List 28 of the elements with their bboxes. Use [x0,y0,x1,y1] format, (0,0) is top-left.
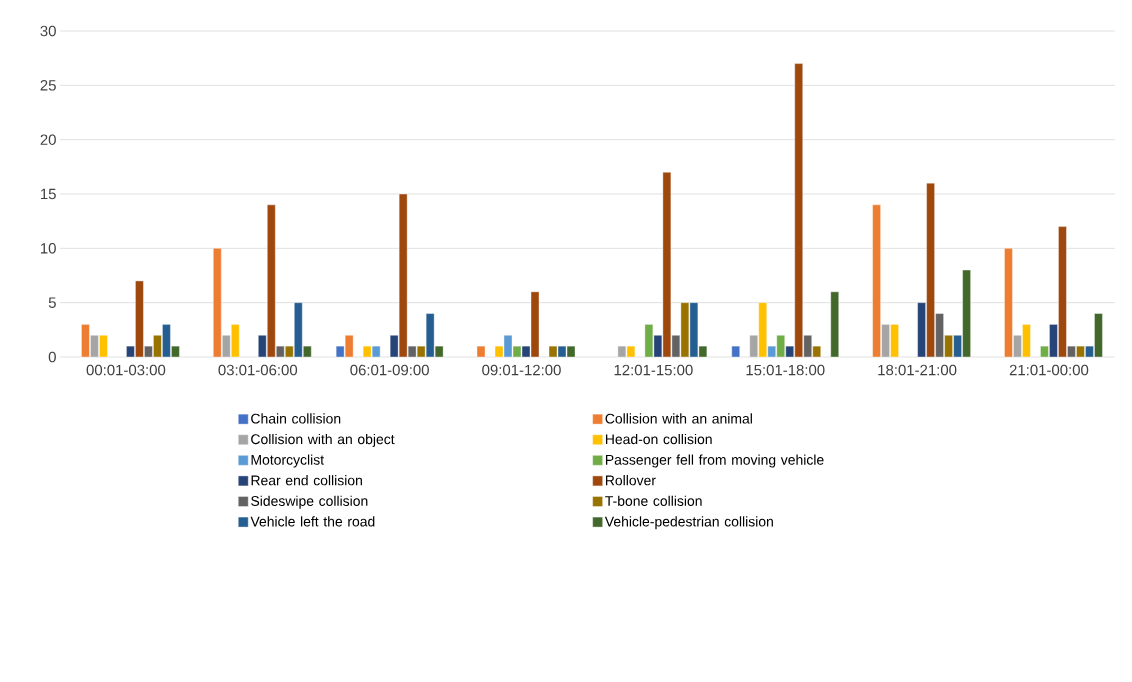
y-tick-label: 15 [41,188,56,200]
legend-label: Rollover [605,475,656,486]
x-tick-label: 03:01-06:00 [218,364,298,376]
legend-label: T-bone collision [605,495,702,506]
legend-label: Chain collision [251,413,341,424]
legend-label: Collision with an animal [605,413,752,424]
legend-label: Passenger fell from moving vehicle [605,454,824,468]
y-tick-label: 5 [48,297,56,308]
y-tick-label: 20 [40,134,56,145]
x-tick-label: 21:01-00:00 [1009,364,1089,376]
y-tick-label: 0 [48,351,56,363]
legend-label: Sideswipe collision [251,495,368,509]
legend-label: Vehicle left the road [250,516,375,527]
x-tick-label: 00:01-03:00 [86,364,166,376]
legend-label: Rear end collision [251,475,362,486]
y-tick-label: 30 [40,25,56,37]
x-tick-label: 18:01-21:00 [878,364,957,376]
x-tick-label: 12:01-15:00 [614,364,693,376]
bar [476,345,486,357]
x-tick-label: 09:01-12:00 [482,364,561,376]
legend-label: Motorcyclist [251,454,324,468]
x-tick-label: 15:01-18:00 [746,364,825,376]
y-tick-label: 10 [41,243,56,254]
y-tick-label: 25 [40,80,56,91]
x-tick-label: 06:01-09:00 [350,364,429,376]
legend-label: Collision with an object [251,433,395,447]
legend-label: Vehicle-pedestrian collision [604,516,773,530]
legend-label: Head-on collision [605,433,712,445]
